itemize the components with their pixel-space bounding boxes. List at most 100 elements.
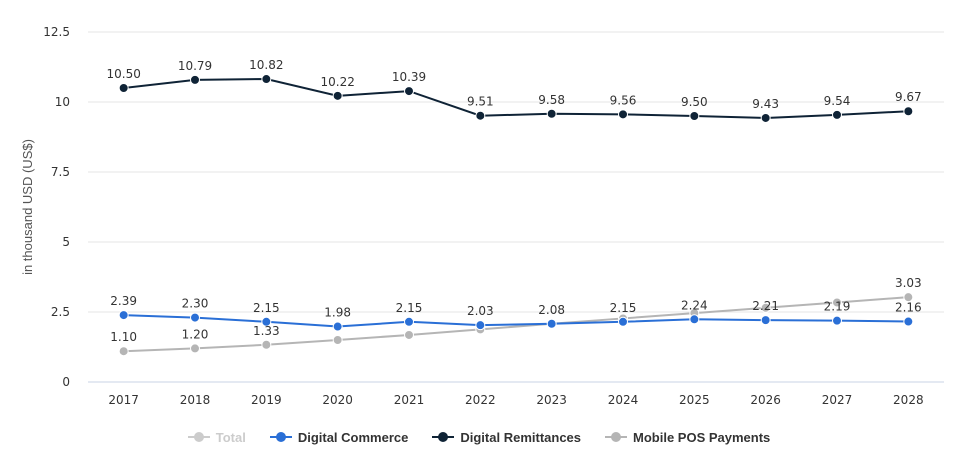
data-point (903, 106, 914, 117)
y-tick-label: 5 (62, 235, 70, 249)
data-label: 2.39 (110, 294, 137, 308)
series-line (123, 314, 909, 328)
data-point (404, 329, 414, 340)
data-label: 2.30 (182, 297, 209, 311)
series-layer (118, 74, 914, 357)
data-point (832, 315, 842, 326)
y-tick-label: 10 (55, 95, 70, 109)
data-label: 2.15 (610, 301, 637, 315)
x-tick-label: 2020 (322, 393, 353, 407)
legend-item-total[interactable]: Total (187, 426, 246, 448)
data-point (332, 321, 343, 332)
y-tick-label: 2.5 (51, 305, 70, 319)
data-point (261, 74, 272, 85)
data-label: 2.16 (895, 301, 922, 315)
legend-label: Digital Commerce (297, 429, 409, 445)
data-label: 2.03 (467, 304, 494, 318)
data-label: 9.56 (610, 93, 637, 107)
legend-marker-icon (605, 432, 628, 442)
data-label: 10.50 (106, 67, 140, 81)
data-point (190, 312, 200, 323)
x-tick-label: 2021 (394, 393, 425, 407)
data-label: 10.79 (178, 59, 212, 73)
data-label: 1.20 (182, 327, 209, 341)
data-point (903, 316, 914, 327)
series-line (123, 78, 909, 119)
data-point (261, 339, 272, 350)
y-tick-label: 7.5 (51, 165, 70, 179)
data-labels: 10.50 10.79 10.82 10.22 10.39 9.51 9.58 9.56 9.5… (106, 58, 921, 344)
data-point (903, 292, 914, 303)
data-label: 2.24 (681, 298, 708, 312)
data-point (404, 86, 414, 97)
x-tick-label: 2017 (108, 393, 139, 407)
legend-dot (611, 432, 622, 442)
legend-item-digital-commerce[interactable]: Digital Commerce (269, 426, 409, 448)
data-point (475, 110, 486, 121)
x-tick-label: 2019 (251, 393, 282, 407)
data-label: 10.82 (249, 58, 283, 72)
data-point (618, 316, 628, 327)
data-point (546, 318, 557, 329)
data-label: 2.15 (396, 301, 423, 315)
y-axis-label: in thousand USD (US$) (20, 139, 35, 275)
x-tick-label: 2027 (822, 393, 853, 407)
data-point (404, 316, 414, 327)
legend-marker-icon (269, 432, 292, 442)
data-point (760, 112, 771, 123)
legend-dot (193, 432, 204, 442)
y-tick-label: 0 (62, 375, 70, 389)
data-label: 2.15 (253, 301, 280, 315)
series-line (123, 296, 909, 353)
data-point (332, 335, 343, 345)
line-chart: 0 2.5 5 7.5 10 12.5 2017 2018 2019 2020 2021 2022 20… (20, 25, 944, 407)
data-point (689, 111, 700, 121)
x-tick-label: 2018 (180, 393, 211, 407)
data-label: 3.03 (895, 276, 922, 290)
legend-label: Mobile POS Payments (633, 429, 771, 445)
data-point (190, 343, 200, 354)
legend-label: Total (215, 429, 246, 445)
data-point (618, 109, 628, 120)
data-label: 9.67 (895, 90, 922, 104)
data-point (332, 90, 343, 101)
data-label: 1.10 (110, 330, 137, 344)
y-tick-label: 12.5 (43, 25, 70, 39)
legend-item-digital-remittances[interactable]: Digital Remittances (432, 426, 581, 448)
data-label: 9.54 (824, 94, 851, 108)
data-point (689, 314, 700, 325)
legend-dot (438, 432, 449, 442)
data-label: 10.22 (320, 75, 354, 89)
data-label: 9.50 (681, 95, 708, 109)
x-tick-label: 2025 (679, 393, 710, 407)
legend: Total Digital Commerce Digital Remittanc… (0, 426, 958, 448)
data-label: 9.43 (752, 97, 779, 111)
data-point (118, 83, 129, 93)
x-tick-label: 2024 (608, 393, 639, 407)
data-point (261, 316, 272, 327)
legend-marker-icon (432, 432, 455, 442)
legend-dot (275, 432, 286, 442)
data-point (118, 346, 129, 357)
data-point (832, 109, 842, 120)
x-tick-label: 2028 (893, 393, 924, 407)
legend-marker-icon (187, 432, 210, 442)
data-label: 1.33 (253, 324, 280, 338)
data-label: 9.51 (467, 95, 494, 109)
axes: 0 2.5 5 7.5 10 12.5 2017 2018 2019 2020 2021 2022 20… (43, 25, 923, 407)
x-tick-label: 2023 (536, 393, 567, 407)
data-point (190, 74, 200, 85)
data-label: 2.19 (824, 300, 851, 314)
data-point (475, 320, 486, 331)
legend-label: Digital Remittances (460, 429, 582, 445)
data-point (760, 302, 771, 313)
x-tick-label: 2026 (750, 393, 781, 407)
legend-item-mobile-pos-payments[interactable]: Mobile POS Payments (605, 426, 770, 448)
x-tick-label: 2022 (465, 393, 496, 407)
data-label: 1.98 (324, 306, 351, 320)
data-label: 2.08 (538, 303, 565, 317)
data-point (118, 310, 129, 321)
gridlines (88, 31, 944, 383)
data-point (832, 297, 842, 308)
